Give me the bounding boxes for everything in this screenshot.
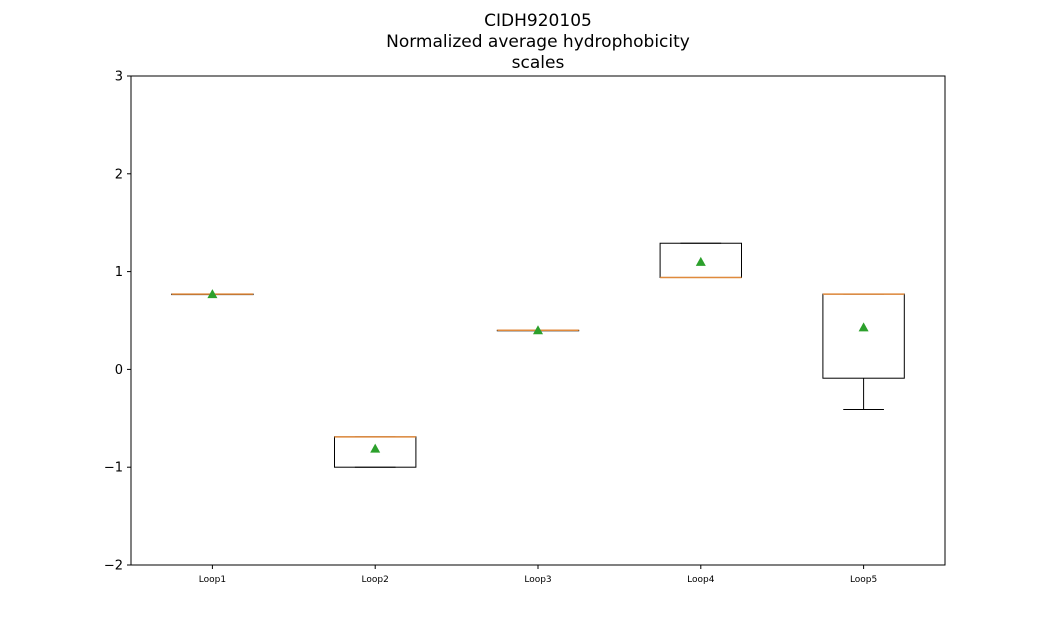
y-tick-label: 3 bbox=[115, 70, 123, 85]
mean-marker bbox=[370, 443, 381, 453]
box-plots bbox=[171, 242, 905, 468]
y-axis: −2 −1 0 1 2 3 bbox=[104, 70, 131, 574]
x-tick-label: Loop2 bbox=[362, 575, 389, 585]
x-tick-label: Loop4 bbox=[687, 575, 715, 585]
x-tick-label: Loop1 bbox=[199, 575, 226, 585]
y-tick-label: −2 bbox=[104, 559, 123, 574]
y-tick-label: −1 bbox=[104, 461, 123, 476]
x-axis: Loop1 Loop2 Loop3 Loop4 Loop5 bbox=[199, 565, 877, 585]
mean-marker bbox=[695, 256, 706, 266]
box-iqr bbox=[822, 293, 905, 379]
box-loop1 bbox=[171, 289, 254, 299]
box-loop2 bbox=[334, 436, 417, 468]
chart-title-line-1: CIDH920105 bbox=[484, 11, 592, 31]
chart-title-line-2: Normalized average hydrophobicity bbox=[386, 32, 690, 52]
mean-marker bbox=[207, 289, 218, 299]
mean-marker bbox=[858, 322, 869, 332]
x-tick-label: Loop3 bbox=[524, 575, 551, 585]
chart-title-line-3: scales bbox=[512, 53, 565, 73]
box-loop4 bbox=[659, 242, 742, 279]
chart-title: CIDH920105 Normalized average hydrophobi… bbox=[386, 11, 690, 73]
x-tick-label: Loop5 bbox=[850, 575, 877, 585]
box-loop3 bbox=[496, 325, 580, 335]
box-loop5 bbox=[822, 293, 905, 410]
y-tick-label: 2 bbox=[115, 167, 123, 182]
mean-marker bbox=[533, 325, 543, 335]
y-tick-label: 0 bbox=[115, 363, 123, 378]
y-tick-label: 1 bbox=[115, 265, 123, 280]
